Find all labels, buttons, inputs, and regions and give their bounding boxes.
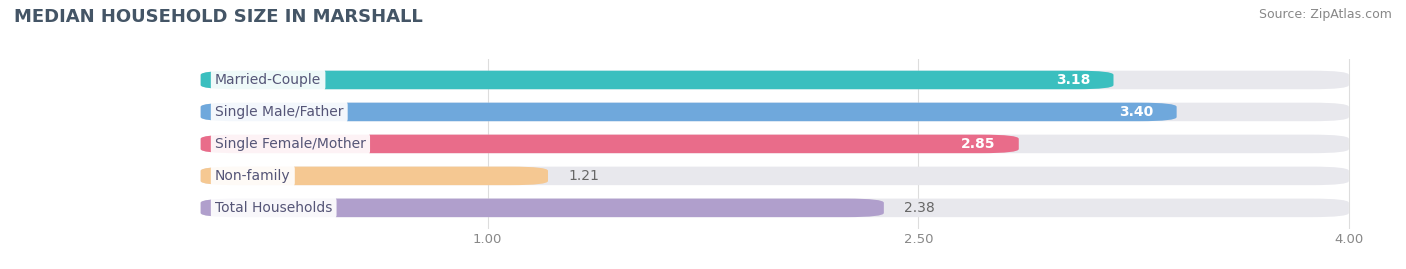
Text: 2.85: 2.85: [962, 137, 995, 151]
FancyBboxPatch shape: [201, 199, 884, 217]
Text: 1.21: 1.21: [568, 169, 599, 183]
FancyBboxPatch shape: [201, 103, 1348, 121]
Text: Single Female/Mother: Single Female/Mother: [215, 137, 366, 151]
FancyBboxPatch shape: [201, 167, 1348, 185]
Text: 3.18: 3.18: [1056, 73, 1091, 87]
FancyBboxPatch shape: [201, 135, 1348, 153]
FancyBboxPatch shape: [201, 199, 1348, 217]
FancyBboxPatch shape: [201, 167, 548, 185]
Text: Source: ZipAtlas.com: Source: ZipAtlas.com: [1258, 8, 1392, 21]
Text: 2.38: 2.38: [904, 201, 935, 215]
FancyBboxPatch shape: [201, 103, 1177, 121]
Text: Single Male/Father: Single Male/Father: [215, 105, 343, 119]
Text: Total Households: Total Households: [215, 201, 332, 215]
Text: 3.40: 3.40: [1119, 105, 1154, 119]
Text: MEDIAN HOUSEHOLD SIZE IN MARSHALL: MEDIAN HOUSEHOLD SIZE IN MARSHALL: [14, 8, 423, 26]
FancyBboxPatch shape: [201, 71, 1114, 89]
Text: Non-family: Non-family: [215, 169, 291, 183]
Text: Married-Couple: Married-Couple: [215, 73, 321, 87]
FancyBboxPatch shape: [201, 71, 1348, 89]
FancyBboxPatch shape: [201, 135, 1019, 153]
